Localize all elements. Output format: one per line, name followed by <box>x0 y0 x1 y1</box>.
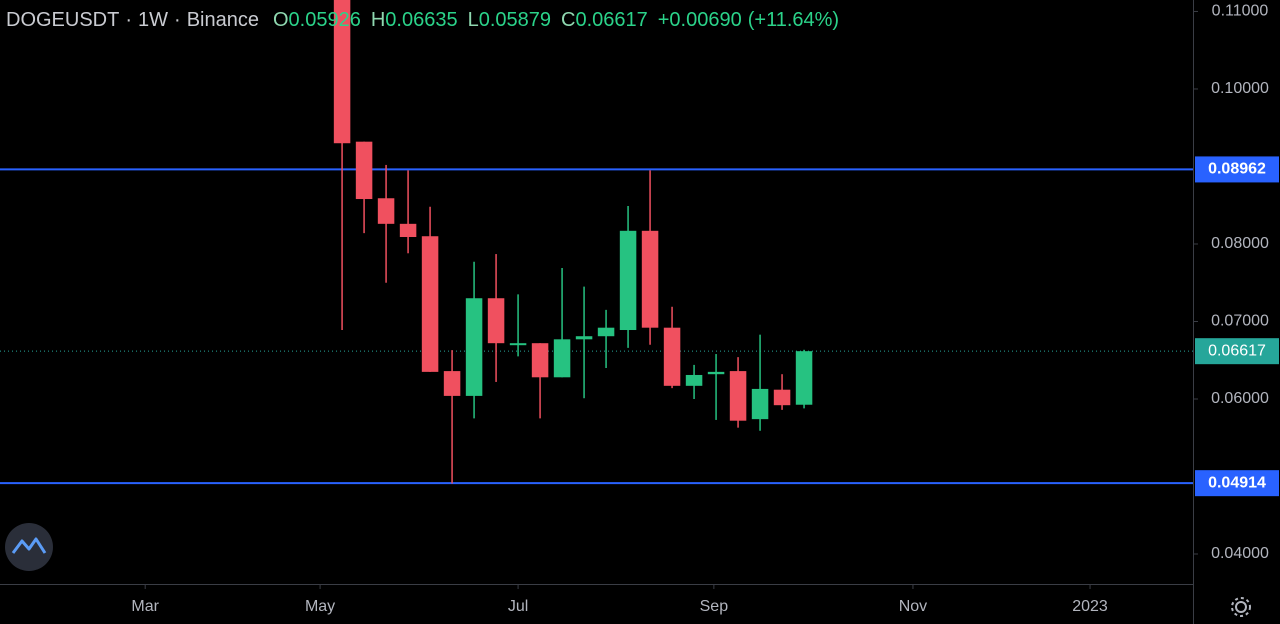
last-price-label-bg <box>1195 338 1279 365</box>
exchange: Binance <box>186 9 259 31</box>
open-value: 0.05926 <box>288 9 361 31</box>
candle-body <box>355 141 373 200</box>
legend-header: DOGEUSDT · 1W · Binance O0.05926 H0.06635 L0.05… <box>6 9 845 32</box>
candle-body <box>377 198 395 224</box>
logo <box>5 523 53 571</box>
close-value: 0.06617 <box>575 9 648 31</box>
high-value: 0.06635 <box>385 9 458 31</box>
candle-body <box>399 223 417 238</box>
y-tick-label: 0.04000 <box>1211 545 1269 562</box>
y-tick-label: 0.08000 <box>1211 235 1269 252</box>
candle-body <box>619 230 637 331</box>
candle-body <box>795 351 813 405</box>
level-label: 0.08962 <box>1208 161 1266 178</box>
x-tick-label: May <box>305 598 335 615</box>
interval: 1W <box>138 9 169 31</box>
candle-body <box>487 298 505 344</box>
separator: · <box>125 9 133 31</box>
candle-body <box>333 0 351 144</box>
level-label: 0.04914 <box>1208 474 1266 491</box>
candle-body <box>663 327 681 386</box>
y-tick-label: 0.10000 <box>1211 80 1269 97</box>
x-tick-label: Jul <box>508 598 528 615</box>
low-value: 0.05879 <box>478 9 551 31</box>
candle-body <box>575 336 593 340</box>
separator: · <box>174 9 181 31</box>
open-key: O <box>272 9 289 31</box>
change-percent: (+11.64%) <box>747 9 840 31</box>
candle-body <box>685 374 703 386</box>
y-tick-label: 0.11000 <box>1212 3 1269 20</box>
candle-body <box>729 371 747 421</box>
change: +0.00690 <box>657 9 742 31</box>
last-price-label: 0.06617 <box>1208 342 1266 359</box>
candle-body <box>597 327 615 337</box>
level-label-bg <box>1195 156 1279 183</box>
candle-body <box>443 371 461 396</box>
candle-body <box>553 339 571 378</box>
candle-body <box>773 389 791 406</box>
candle-body <box>707 371 725 375</box>
candle-body <box>531 343 549 378</box>
symbol: DOGEUSDT <box>6 9 120 31</box>
candle-body <box>421 236 439 372</box>
close-key: C <box>561 9 576 31</box>
level-label-bg <box>1195 470 1279 497</box>
low-key: L <box>467 9 479 31</box>
settings-icon[interactable] <box>1231 597 1251 617</box>
y-tick-label: 0.07000 <box>1211 313 1269 330</box>
y-tick-label: 0.06000 <box>1211 390 1269 407</box>
candle-body <box>641 230 659 328</box>
x-tick-label: Sep <box>700 598 729 615</box>
high-key: H <box>370 9 386 31</box>
candle-body <box>509 343 527 346</box>
candle-body <box>751 388 769 420</box>
candle-body <box>465 298 483 396</box>
x-tick-label: Nov <box>899 598 927 615</box>
x-tick-label: 2023 <box>1072 598 1108 615</box>
x-tick-label: Mar <box>131 598 159 615</box>
